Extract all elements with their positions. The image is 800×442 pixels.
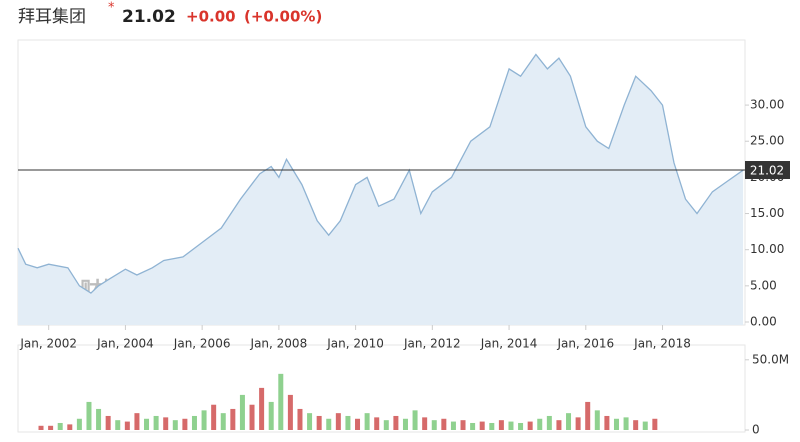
volume-bar bbox=[211, 404, 217, 430]
asterisk: * bbox=[108, 1, 115, 16]
volume-bar bbox=[316, 415, 322, 430]
volume-bar bbox=[652, 418, 658, 430]
volume-bar bbox=[623, 417, 629, 430]
x-tick-label: Jan, 2010 bbox=[326, 337, 384, 351]
volume-bar bbox=[163, 417, 169, 430]
volume-bar bbox=[345, 415, 351, 430]
volume-bar bbox=[537, 418, 543, 430]
y-tick-label: 25.00 bbox=[750, 134, 784, 148]
volume-bar bbox=[518, 422, 524, 430]
volume-bar bbox=[191, 415, 197, 430]
volume-bar bbox=[594, 410, 600, 430]
volume-bar bbox=[124, 421, 130, 430]
volume-bar bbox=[642, 421, 648, 430]
volume-bar bbox=[307, 413, 313, 430]
price-line bbox=[17, 53, 744, 294]
volume-bar bbox=[422, 417, 428, 430]
volume-bar bbox=[287, 394, 293, 430]
volume-bar bbox=[220, 413, 226, 430]
price-change-pct: (+0.00%) bbox=[244, 8, 322, 26]
y-tick-label: 5.00 bbox=[750, 278, 777, 292]
volume-bar bbox=[585, 401, 591, 430]
x-tick-label: Jan, 2016 bbox=[556, 337, 614, 351]
y-tick-label: 0.00 bbox=[750, 315, 777, 329]
volume-bar bbox=[460, 420, 466, 430]
volume-bar bbox=[153, 415, 159, 430]
volume-bar bbox=[498, 420, 504, 430]
last-price-label: 21.02 bbox=[750, 164, 784, 178]
volume-bar bbox=[546, 415, 552, 430]
volume-bar bbox=[613, 418, 619, 430]
volume-bar bbox=[259, 387, 265, 430]
volume-bar bbox=[38, 425, 44, 430]
volume-bar bbox=[201, 410, 207, 430]
volume-bar bbox=[355, 418, 361, 430]
volume-bar bbox=[374, 417, 380, 430]
stock-price: 21.02 bbox=[122, 7, 176, 27]
volume-bar bbox=[76, 418, 82, 430]
volume-bar bbox=[364, 413, 370, 430]
volume-frame bbox=[17, 344, 746, 433]
volume-bar bbox=[431, 420, 437, 430]
volume-bar bbox=[479, 421, 485, 430]
volume-bar bbox=[230, 408, 236, 430]
volume-bar bbox=[96, 408, 102, 430]
volume-tick-label: 50.0M bbox=[752, 352, 789, 366]
volume-bar bbox=[508, 421, 514, 430]
volume-bar bbox=[633, 420, 639, 430]
volume-bar bbox=[249, 404, 255, 430]
y-tick-label: 15.00 bbox=[750, 206, 784, 220]
volume-bar bbox=[383, 420, 389, 430]
volume-bar bbox=[48, 425, 54, 430]
volume-bar bbox=[182, 418, 188, 430]
x-tick-label: Jan, 2018 bbox=[633, 337, 691, 351]
y-tick-label: 30.00 bbox=[750, 98, 784, 112]
x-tick-label: Jan, 2012 bbox=[403, 337, 461, 351]
volume-bar bbox=[115, 420, 121, 430]
volume-bar bbox=[489, 422, 495, 430]
volume-bar bbox=[134, 413, 140, 430]
x-tick-label: Jan, 2004 bbox=[96, 337, 154, 351]
volume-bar bbox=[335, 413, 341, 430]
volume-bar bbox=[239, 394, 245, 430]
volume-tick-label: 0 bbox=[752, 423, 760, 437]
volume-bar bbox=[278, 373, 284, 430]
price-change: +0.00 bbox=[186, 8, 236, 26]
volume-bar bbox=[57, 422, 63, 430]
volume-bar bbox=[105, 415, 111, 430]
volume-bar bbox=[393, 415, 399, 430]
volume-bar bbox=[86, 401, 92, 430]
volume-bar bbox=[268, 401, 274, 430]
volume-bar bbox=[402, 418, 408, 430]
x-tick-label: Jan, 2014 bbox=[480, 337, 538, 351]
volume-bar bbox=[172, 420, 178, 430]
volume-bar bbox=[67, 424, 73, 430]
area-fill bbox=[18, 54, 744, 325]
volume-bar bbox=[450, 421, 456, 430]
volume-bar bbox=[412, 410, 418, 430]
volume-bar bbox=[566, 413, 572, 430]
volume-bar bbox=[144, 418, 150, 430]
last-price-box bbox=[745, 161, 790, 180]
stock-name: 拜耳集团 bbox=[18, 7, 86, 27]
volume-bar bbox=[326, 418, 332, 430]
x-tick-label: Jan, 2008 bbox=[250, 337, 308, 351]
volume-bar bbox=[297, 408, 303, 430]
volume-bar bbox=[527, 421, 533, 430]
volume-bar bbox=[470, 422, 476, 430]
y-tick-label: 10.00 bbox=[750, 242, 784, 256]
volume-bar bbox=[556, 420, 562, 430]
volume-bar bbox=[441, 418, 447, 430]
x-tick-label: Jan, 2006 bbox=[173, 337, 231, 351]
x-tick-label: Jan, 2002 bbox=[19, 337, 77, 351]
volume-bar bbox=[575, 417, 581, 430]
volume-bar bbox=[604, 415, 610, 430]
